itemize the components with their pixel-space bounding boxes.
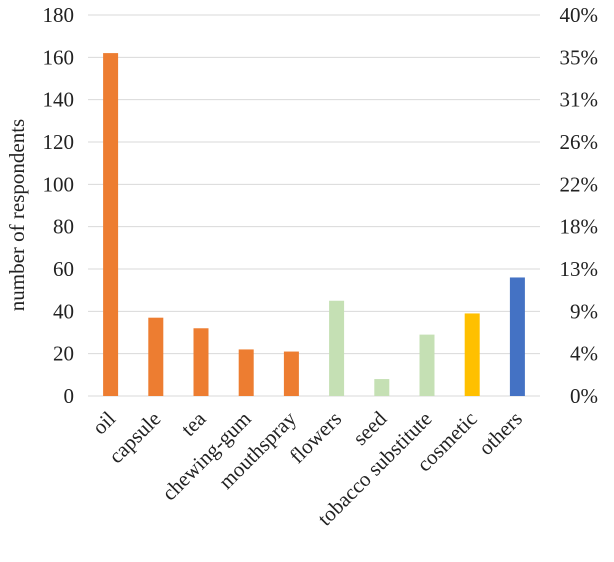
y2-tick-label: 40%	[560, 3, 599, 27]
bar-cosmetic	[464, 313, 480, 396]
x-tick-label: capsule	[104, 407, 166, 469]
y2-tick-label: 9%	[570, 299, 598, 323]
y2-tick-label: 18%	[560, 215, 599, 239]
y-tick-label: 80	[53, 215, 74, 239]
y-tick-label: 40	[53, 299, 74, 323]
bar-others	[509, 277, 525, 396]
bar-tobacco-substitute	[419, 334, 435, 396]
y2-tick-label: 0%	[570, 384, 598, 408]
bar-mouthspray	[283, 351, 299, 396]
left-axis-ticks: 0 20 40 60 80 100 120 140 160 180	[43, 3, 75, 408]
x-tick-label: others	[474, 407, 527, 460]
y-tick-label: 160	[43, 45, 75, 69]
y2-tick-label: 35%	[560, 45, 599, 69]
y-tick-label: 120	[43, 130, 75, 154]
y-tick-label: 140	[43, 88, 75, 112]
right-axis-ticks: 0% 4% 9% 13% 18% 22% 26% 31% 35% 40%	[560, 3, 599, 408]
bar-oil	[103, 53, 119, 396]
bar-seed	[374, 379, 390, 396]
bars	[103, 53, 525, 396]
bar-capsule	[148, 317, 164, 396]
bar-chewing-gum	[238, 349, 254, 396]
y-tick-label: 0	[64, 384, 75, 408]
y-tick-label: 180	[43, 3, 75, 27]
y-tick-label: 20	[53, 342, 74, 366]
y2-tick-label: 4%	[570, 342, 598, 366]
x-tick-label: flowers	[285, 407, 347, 469]
x-tick-label: tea	[176, 406, 211, 441]
y-tick-label: 100	[43, 172, 75, 196]
y2-tick-label: 13%	[560, 257, 599, 281]
y2-tick-label: 31%	[560, 88, 599, 112]
bar-tea	[193, 328, 209, 396]
bar-flowers	[329, 300, 345, 396]
y2-tick-label: 26%	[560, 130, 599, 154]
y2-tick-label: 22%	[560, 172, 599, 196]
gridlines	[88, 14, 540, 397]
y-tick-label: 60	[53, 257, 74, 281]
x-tick-label: oil	[87, 406, 120, 439]
y-axis-title: number of respondents	[5, 119, 29, 311]
